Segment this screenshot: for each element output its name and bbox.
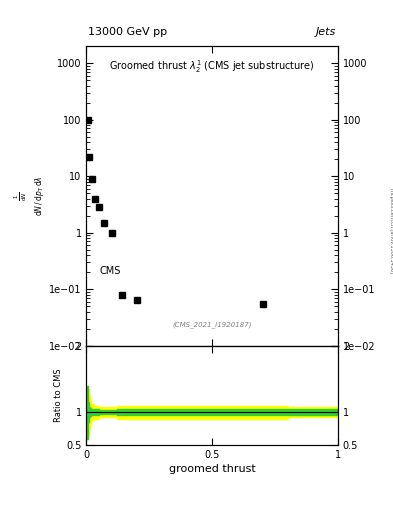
- Y-axis label: $\frac{1}{\mathrm{d}N}$
$\mathrm{d}N\,/\,\mathrm{d}p_\mathrm{T}\,\mathrm{d}\lamb: $\frac{1}{\mathrm{d}N}$ $\mathrm{d}N\,/\…: [13, 176, 46, 216]
- Text: Groomed thrust $\lambda_2^1$ (CMS jet substructure): Groomed thrust $\lambda_2^1$ (CMS jet su…: [110, 58, 315, 75]
- Text: CMS: CMS: [99, 266, 120, 276]
- Y-axis label: Ratio to CMS: Ratio to CMS: [55, 369, 63, 422]
- Text: 13000 GeV pp: 13000 GeV pp: [88, 27, 167, 37]
- Text: mcplots.cern.ch [arXiv:1306.3436]: mcplots.cern.ch [arXiv:1306.3436]: [389, 188, 393, 273]
- X-axis label: groomed thrust: groomed thrust: [169, 464, 255, 475]
- Text: Jets: Jets: [316, 27, 336, 37]
- Text: (CMS_2021_I1920187): (CMS_2021_I1920187): [173, 321, 252, 328]
